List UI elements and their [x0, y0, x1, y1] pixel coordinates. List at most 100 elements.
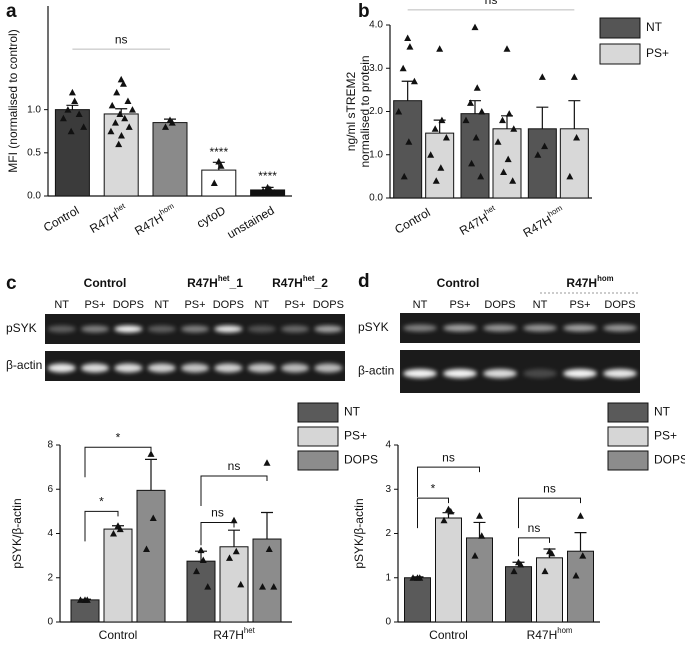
x-tick-label: Control: [429, 628, 468, 642]
y-tick-label: 0: [385, 617, 391, 628]
data-point: [117, 132, 125, 139]
y-axis-label: normalised to protein: [358, 55, 372, 167]
blot-band: [281, 325, 309, 333]
data-point: [83, 596, 91, 603]
data-point: [210, 179, 218, 187]
blot-band: [443, 369, 477, 378]
blot-lane-label: DOPS: [604, 299, 635, 311]
data-point: [467, 99, 474, 106]
legend-swatch: [607, 450, 649, 471]
blot-lane-label: DOPS: [484, 299, 515, 311]
significance-bracket: [518, 497, 581, 529]
data-point: [270, 583, 278, 590]
y-tick-label: 0.5: [27, 147, 41, 158]
significance-bracket: [84, 446, 152, 478]
blot-band: [403, 369, 437, 378]
data-point: [541, 567, 549, 575]
significance-bracket: [84, 510, 119, 542]
data-point: [107, 127, 115, 135]
significance-bracket: [417, 466, 480, 498]
blot-band: [483, 324, 517, 332]
error-bar: [261, 511, 273, 540]
legend-label: PS+: [654, 429, 677, 443]
legend-label: PS+: [646, 46, 669, 60]
data-point: [477, 172, 485, 180]
legend-label: PS+: [344, 429, 367, 443]
y-tick-label: 8: [47, 440, 53, 451]
blot-band: [181, 325, 209, 333]
blot-band: [523, 324, 557, 332]
blot-group-label: Control: [84, 276, 127, 290]
blot-group-label: R47Hhom: [566, 274, 613, 290]
data-point: [263, 459, 271, 466]
data-point: [471, 23, 479, 31]
data-point: [472, 133, 480, 141]
legend-swatch: [599, 17, 641, 39]
blot-band: [47, 325, 76, 333]
panel-letter: d: [358, 271, 370, 292]
significance-label: ns: [211, 506, 224, 520]
y-tick-label: 2: [47, 572, 53, 583]
legend-label: NT: [646, 20, 663, 34]
data-point: [573, 133, 581, 141]
data-point: [400, 172, 408, 180]
data-point: [230, 516, 238, 524]
legend-swatch: [297, 426, 339, 447]
data-point: [409, 574, 417, 581]
data-point: [395, 108, 403, 115]
data-point: [143, 545, 150, 552]
data-point: [503, 45, 511, 52]
legend-label: DOPS: [654, 453, 685, 467]
data-point: [462, 116, 470, 124]
significance-label: ns: [442, 450, 455, 464]
y-tick-label: 1: [385, 572, 391, 583]
data-point: [125, 123, 133, 130]
data-point: [577, 512, 584, 519]
bar: [70, 599, 100, 623]
data-point: [504, 155, 512, 163]
data-point: [113, 88, 121, 96]
error-bar: [473, 521, 486, 538]
blot-band: [563, 369, 597, 378]
bar: [536, 557, 563, 623]
legend-swatch: [297, 402, 339, 423]
bar: [136, 489, 166, 623]
data-point: [199, 556, 207, 564]
bar: [425, 132, 455, 199]
significance-label: *: [431, 481, 436, 495]
data-point: [149, 514, 157, 522]
blot-row-label: pSYK: [358, 320, 389, 334]
panel-letter: b: [358, 1, 370, 22]
data-point: [259, 187, 267, 194]
y-tick-label: 1.0: [369, 149, 383, 160]
y-tick-label: 4.0: [369, 20, 383, 31]
legend-swatch: [607, 426, 649, 447]
blot-band: [81, 363, 109, 373]
bar: [492, 128, 522, 199]
data-point: [404, 34, 412, 41]
data-point: [115, 140, 123, 148]
data-point: [162, 123, 169, 130]
blot-group-label: Control: [437, 276, 480, 290]
bar: [201, 169, 237, 197]
data-point: [197, 546, 205, 554]
significance-label: ns: [228, 459, 241, 473]
blot-band: [603, 369, 637, 378]
x-tick-label: R47Hhom: [527, 626, 573, 642]
data-point: [566, 172, 574, 180]
blot-band: [314, 325, 343, 333]
error-bar: [574, 532, 587, 552]
data-point: [500, 168, 508, 176]
legend-label: NT: [344, 405, 361, 419]
blot-band: [443, 324, 477, 332]
bar: [393, 100, 423, 199]
data-point: [80, 123, 88, 130]
y-tick-label: 0: [47, 617, 53, 628]
data-point: [75, 110, 83, 117]
error-bar: [536, 106, 549, 129]
blot-band: [603, 324, 637, 332]
legend-label: NT: [654, 405, 671, 419]
data-point: [116, 525, 124, 533]
